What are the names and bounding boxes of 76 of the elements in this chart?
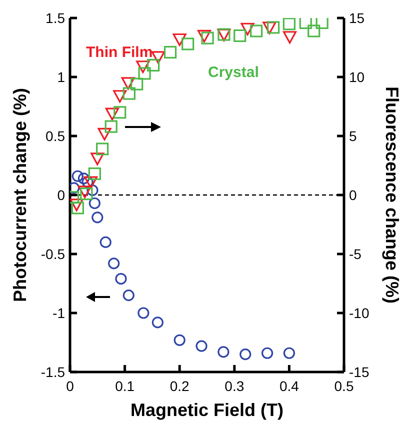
point: [282, 18, 296, 30]
point: [78, 186, 92, 198]
point: [105, 108, 119, 120]
y-tick-label: -0.5: [40, 246, 66, 262]
x-axis-title: Magnetic Field (T): [130, 400, 284, 420]
point: [115, 272, 127, 285]
point: [240, 348, 252, 360]
point: [84, 176, 98, 189]
point: [96, 142, 109, 156]
y-tick-label: -1: [52, 304, 66, 321]
point: [196, 340, 208, 352]
point: [282, 31, 297, 44]
point: [136, 60, 150, 74]
y2-tick-label: -15: [349, 364, 370, 380]
y2-tick-label: 5: [349, 128, 357, 144]
point: [182, 38, 194, 50]
point: [164, 46, 177, 59]
point: [234, 29, 246, 42]
x-tick-label: 0.5: [334, 378, 354, 394]
point: [88, 167, 101, 180]
point: [114, 106, 126, 119]
y-tick-label: 0.5: [46, 128, 66, 144]
x-tick-label: 0.2: [170, 378, 190, 394]
point: [86, 184, 98, 196]
y-tick-label: 1: [57, 68, 66, 85]
x-tick-label: 0.3: [224, 378, 244, 394]
point: [308, 24, 320, 38]
y2-tick-label: -10: [349, 304, 370, 321]
point: [90, 152, 104, 166]
point: [138, 307, 150, 319]
point: [197, 30, 212, 42]
point: [130, 78, 144, 90]
point: [88, 197, 100, 210]
point: [108, 258, 120, 270]
point: [299, 18, 312, 30]
point: [240, 22, 254, 36]
point: [261, 347, 274, 359]
point: [78, 172, 90, 184]
point: [80, 188, 93, 200]
point: [98, 128, 112, 140]
point: [72, 170, 84, 182]
point: [71, 202, 84, 214]
point: [151, 51, 166, 64]
point: [100, 236, 112, 248]
point: [267, 21, 280, 34]
x-tick-label: 0.4: [279, 378, 300, 394]
series-label: Crystal: [208, 64, 259, 81]
point: [250, 24, 263, 38]
y-axis-title: Photocurrent change (%): [10, 88, 30, 302]
point: [152, 316, 164, 328]
point: [122, 87, 136, 100]
point: [283, 347, 295, 359]
point: [262, 22, 276, 34]
y2-tick-label: 15: [349, 10, 365, 26]
y-tick-label: -1.5: [40, 364, 66, 380]
y-tick-label: 0: [57, 186, 66, 203]
point: [121, 77, 135, 90]
point: [316, 18, 328, 30]
series-label: Thin Film: [86, 44, 153, 61]
point: [104, 120, 118, 133]
point: [113, 90, 127, 103]
point: [218, 346, 230, 358]
x-tick-label: 0.1: [115, 378, 135, 394]
point: [138, 67, 151, 80]
point: [174, 334, 186, 346]
y2-tick-label: -5: [349, 246, 362, 262]
y2-tick-label: 0: [349, 186, 357, 203]
point: [201, 32, 214, 44]
point: [92, 212, 104, 224]
y2-axis-title: Fluorescence change (%): [382, 86, 402, 304]
point: [172, 33, 186, 46]
y-tick-label: 1.5: [46, 10, 66, 26]
y2-tick-label: 10: [349, 68, 365, 85]
point: [70, 198, 84, 212]
point: [146, 58, 160, 72]
point: [122, 290, 134, 302]
